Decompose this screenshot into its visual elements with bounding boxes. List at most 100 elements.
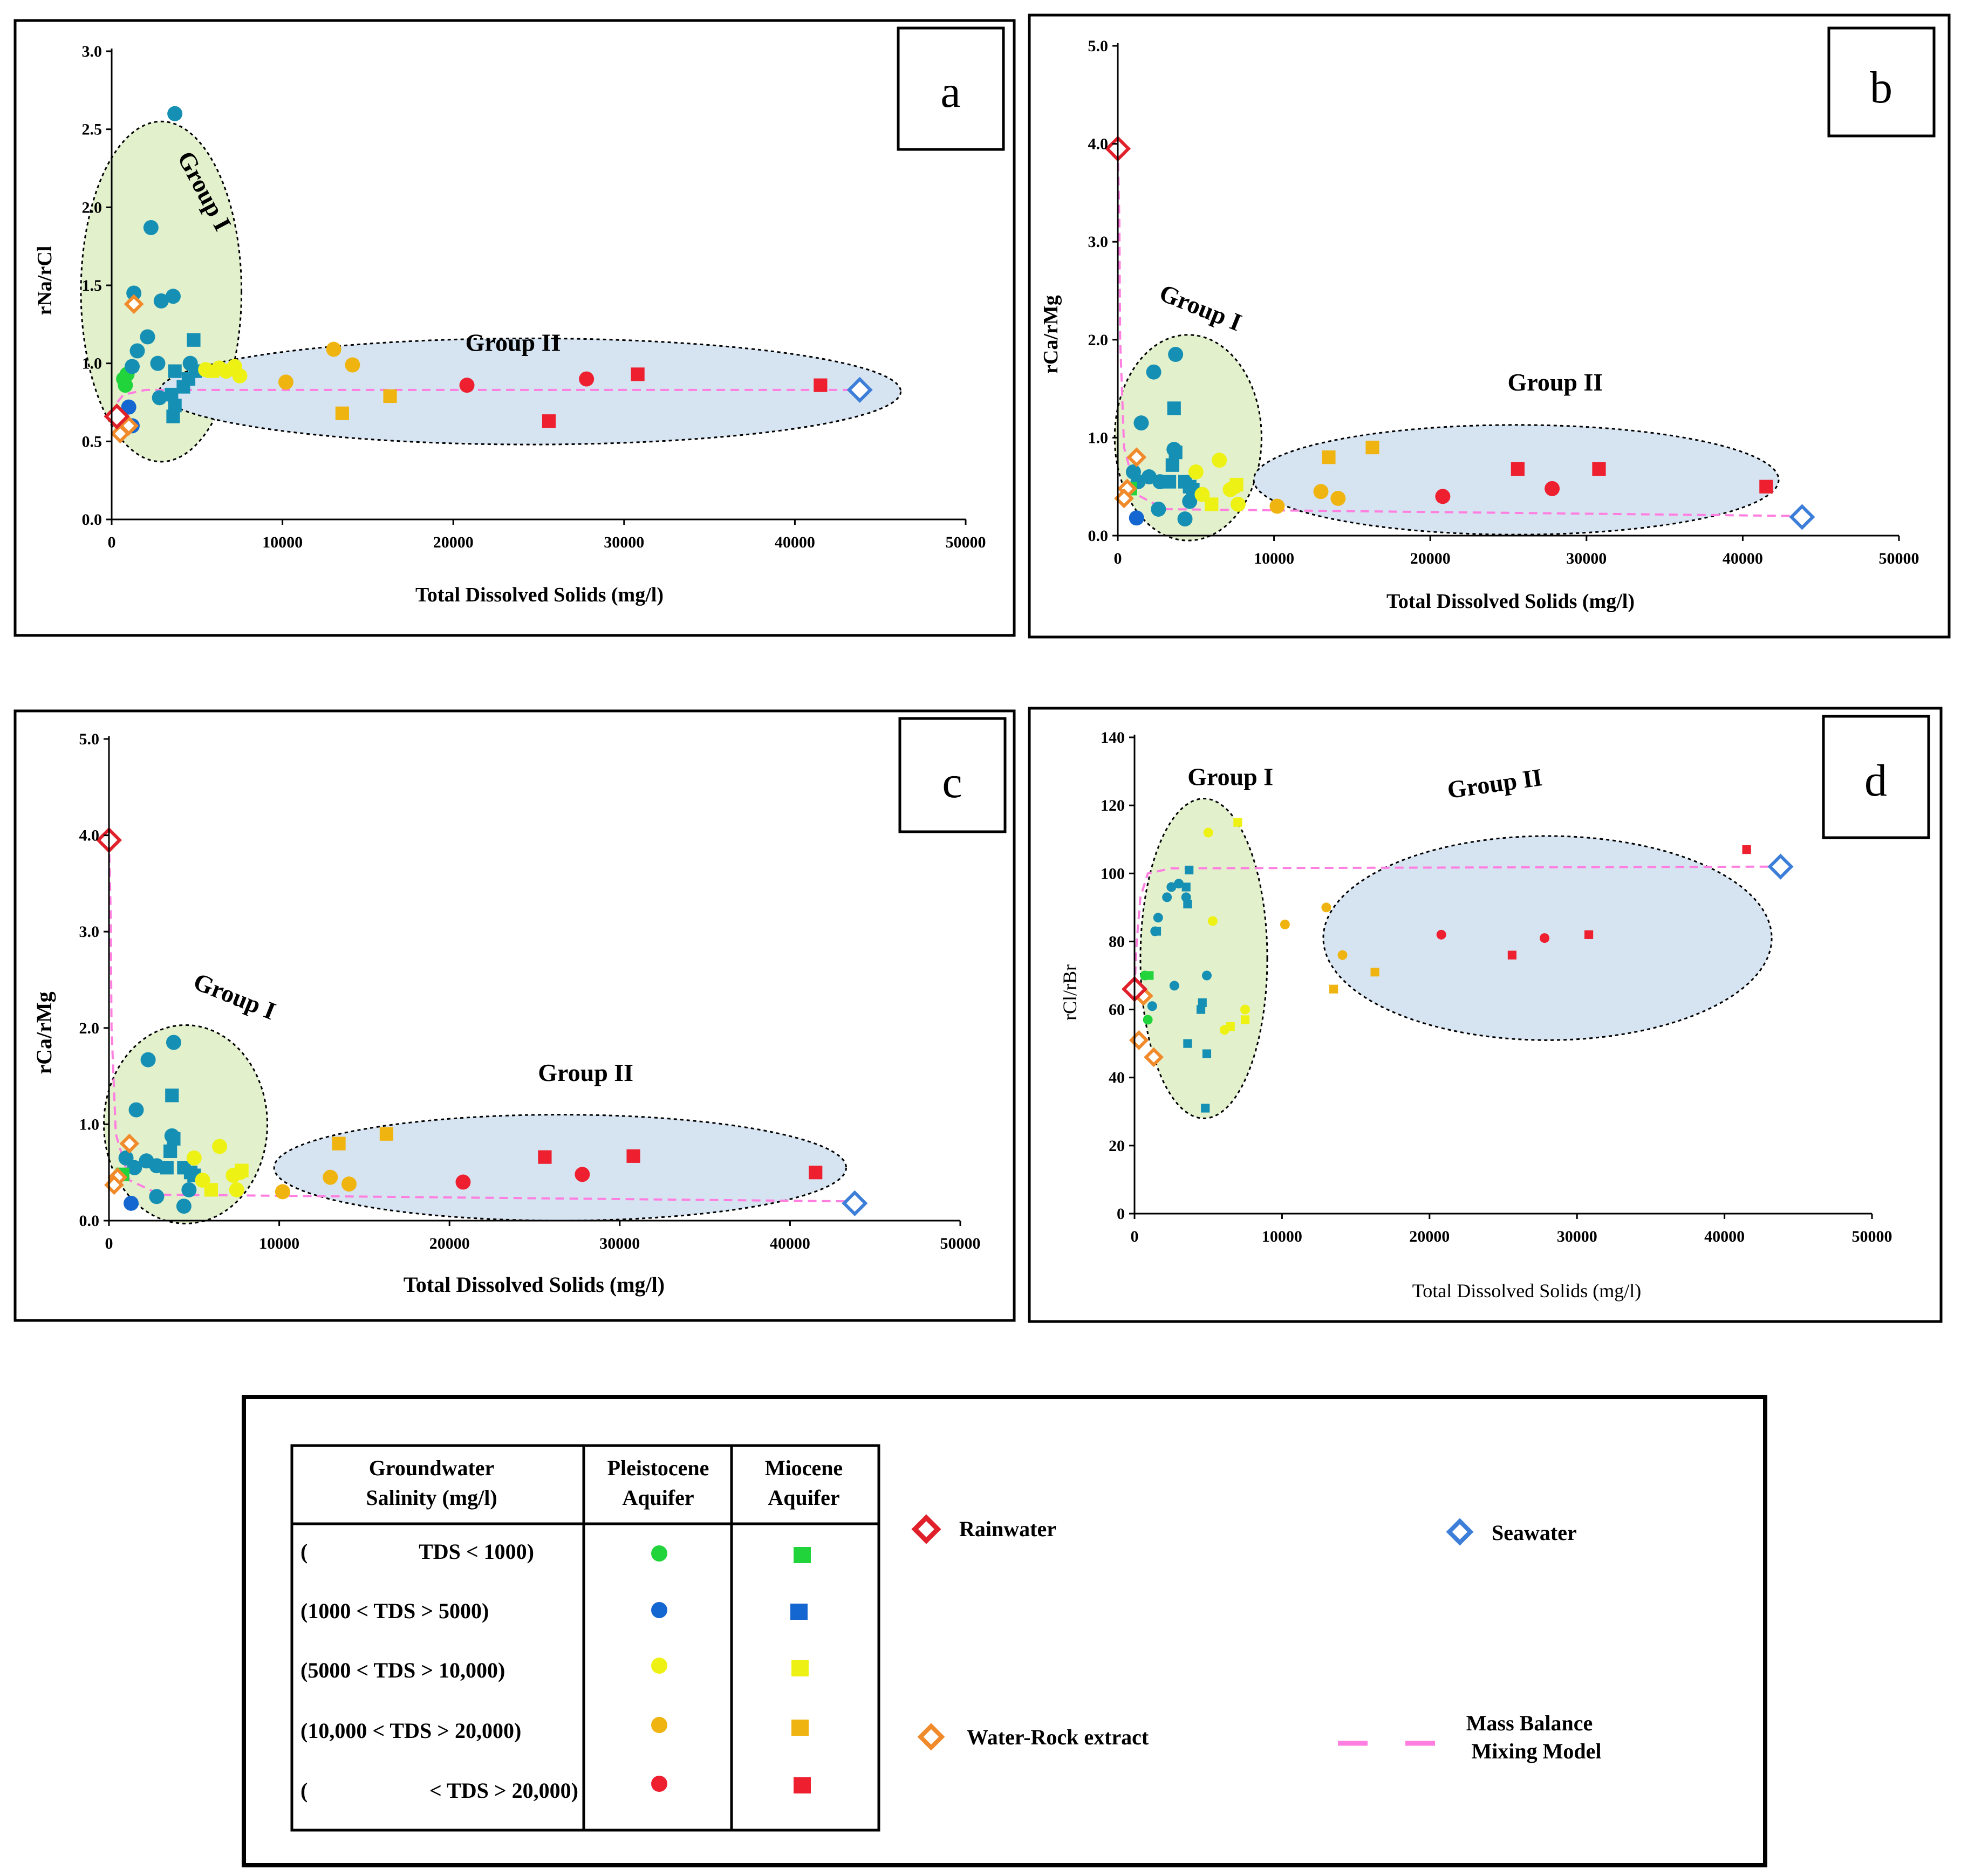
legend-miocene-orange-marker	[791, 1720, 809, 1736]
x-tick-label: 30000	[1557, 1228, 1597, 1245]
y-tick-label: 40	[1109, 1069, 1125, 1087]
data-point-teal-square	[1169, 446, 1183, 460]
data-point-teal-square	[1183, 899, 1192, 909]
y-tick-label: 2.5	[82, 121, 103, 139]
data-point-orange-circle	[1269, 498, 1285, 514]
panel-b-label-box	[1827, 26, 1936, 138]
data-point-red-circle	[1540, 933, 1550, 943]
y-tick-label: 120	[1101, 797, 1125, 814]
data-point-red-circle	[1545, 481, 1560, 496]
y-tick-label: 140	[1101, 729, 1125, 747]
x-tick-label: 30000	[1566, 550, 1607, 567]
data-point-orange-circle	[326, 341, 341, 357]
data-point-yellow-circle	[229, 1182, 244, 1197]
y-tick-label: 0.0	[1088, 527, 1109, 545]
data-point-teal-square	[187, 333, 201, 347]
x-tick-label: 40000	[775, 533, 815, 551]
data-point-orange-square	[379, 1127, 394, 1141]
y-tick-label: 0.0	[79, 1212, 100, 1230]
group-ellipse-2	[273, 1114, 848, 1222]
x-tick-label: 10000	[259, 1235, 299, 1252]
data-point-teal-circle	[1181, 892, 1191, 902]
legend-pleistocene-red-marker	[651, 1776, 667, 1792]
panel-d-group-i-label: Group I	[1187, 763, 1273, 790]
y-tick-label: 3.0	[82, 43, 103, 60]
legend-seawater-label: Seawater	[1492, 1521, 1577, 1545]
panel-a: a 0.0 0.5 1.0 1.5 2.0 2.5 3.0 0 10000 20000 30000 4…	[13, 19, 1016, 637]
data-point-yellow-square	[1240, 1015, 1250, 1024]
legend-miocene-blue-marker	[790, 1604, 808, 1620]
data-point-green-circle	[1143, 1015, 1153, 1025]
data-point-teal-square	[160, 1161, 174, 1175]
legend-row-5-open: (	[300, 1778, 308, 1803]
legend-rainwater-label: Rainwater	[959, 1517, 1056, 1541]
mixing-model-line	[108, 840, 855, 1203]
legend-row-2-label: (1000 < TDS > 5000)	[300, 1599, 489, 1623]
data-point-red-circle	[459, 378, 475, 393]
data-point-yellow-square	[1229, 477, 1243, 492]
data-point-red-square	[814, 378, 828, 392]
y-tick-label: 2.0	[1088, 331, 1109, 349]
data-point-teal-circle	[128, 1102, 144, 1118]
legend-pleistocene-orange-marker	[651, 1717, 667, 1733]
data-point-teal-circle	[1177, 511, 1193, 527]
data-point-teal-circle	[165, 289, 181, 304]
mixing-model-line	[1133, 865, 1781, 989]
panel-a-label: a	[940, 67, 960, 117]
panel-d: d 0 20 40 60 80 100 120 140 0 10000 20000 30000 4000…	[1028, 707, 1943, 1323]
data-point-red-square	[631, 367, 645, 381]
data-point-yellow-square	[206, 364, 220, 378]
x-tick-label: 20000	[433, 533, 474, 551]
panel-b-frame	[1028, 13, 1951, 639]
data-point-teal-circle	[181, 1182, 197, 1197]
y-tick-label: 4.0	[79, 827, 100, 845]
data-point-teal-circle	[1153, 913, 1163, 923]
legend-rainwater-marker	[911, 1514, 941, 1544]
panel-b-y-axis-label: rCa/rMg	[1040, 295, 1062, 374]
legend-water-rock-marker	[917, 1723, 945, 1751]
legend-header-salinity: Salinity (mg/l)	[366, 1485, 497, 1510]
data-point-blue-circle	[124, 1195, 139, 1211]
data-point-orange-circle	[341, 1176, 357, 1192]
water-rock-marker	[119, 416, 139, 436]
panel-b-x-axis-label: Total Dissolved Solids (mg/l)	[1386, 590, 1635, 613]
data-point-teal-square	[1183, 1039, 1192, 1048]
panel-d-y-axis-label: rCl/rBr	[1059, 964, 1081, 1021]
x-tick-label: 40000	[770, 1235, 810, 1252]
data-point-teal-circle	[1174, 879, 1184, 889]
data-point-yellow-square	[204, 1183, 218, 1197]
y-tick-label: 1.0	[79, 1115, 100, 1133]
data-point-orange-square	[335, 406, 350, 420]
panel-c-group-ii-label: Group II	[538, 1059, 633, 1086]
x-tick-label: 0	[1131, 1228, 1139, 1245]
data-point-teal-circle	[1162, 892, 1172, 902]
data-point-teal-square	[1185, 865, 1194, 875]
legend-row-5-label: < TDS > 20,000)	[429, 1778, 578, 1803]
data-point-teal-circle	[124, 359, 140, 374]
y-tick-label: 5.0	[79, 730, 100, 748]
data-point-red-square	[1759, 480, 1773, 494]
legend-mixing-label: Mixing Model	[1471, 1739, 1601, 1763]
legend-row-3-label: (5000 < TDS > 10,000)	[300, 1658, 505, 1682]
panel-d-label-box	[1822, 715, 1930, 839]
y-tick-label: 3.0	[79, 923, 100, 941]
data-point-teal-circle	[166, 1035, 181, 1050]
data-point-teal-circle	[1169, 981, 1179, 991]
data-point-yellow-circle	[1203, 827, 1213, 838]
y-tick-label: 1.0	[82, 355, 103, 373]
data-point-teal-square	[1201, 1104, 1210, 1113]
data-point-teal-square	[1202, 1049, 1212, 1058]
seawater-marker	[842, 1190, 868, 1216]
data-point-yellow-circle	[1212, 453, 1227, 468]
data-point-teal-square	[1152, 927, 1161, 936]
panel-a-y-axis-label: rNa/rCl	[33, 246, 56, 316]
data-point-red-circle	[579, 371, 595, 387]
panel-b-group-ii-label: Group II	[1507, 368, 1603, 396]
data-point-teal-circle	[149, 1189, 165, 1204]
water-rock-marker	[124, 294, 144, 314]
data-point-red-square	[538, 1150, 552, 1164]
panel-b: b 0.0 1.0 2.0 3.0 4.0 5.0 0 10000 20000 30000 4000…	[1028, 13, 1951, 639]
data-point-orange-square	[1322, 450, 1336, 464]
data-point-teal-circle	[1146, 364, 1161, 380]
legend-header-pleistocene: Pleistocene	[607, 1456, 709, 1480]
